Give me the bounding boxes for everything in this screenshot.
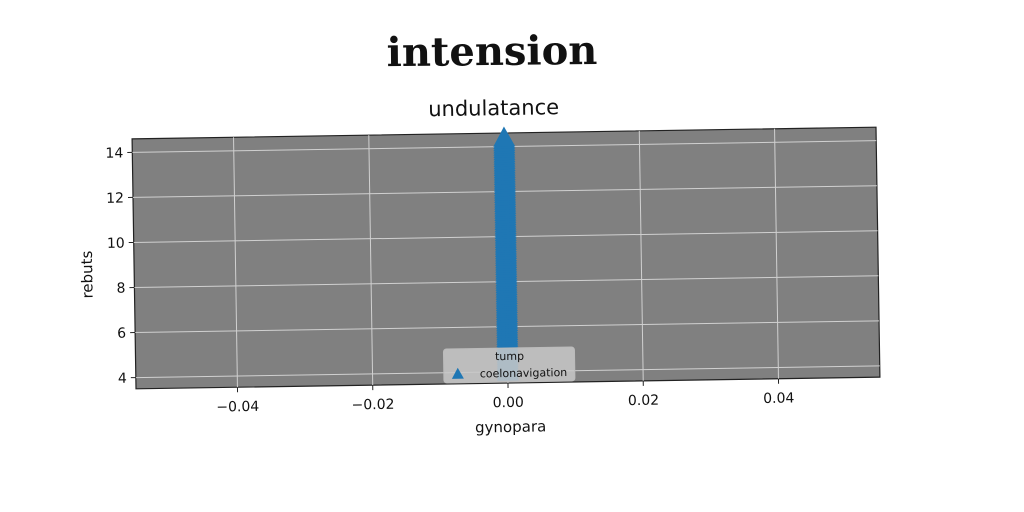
y-axis-ticks: 4 6 8 10 12 14 — [105, 146, 136, 387]
y-tick-label: 12 — [106, 191, 124, 207]
x-axis-label: gynopara — [475, 417, 546, 436]
legend-title: tump — [495, 350, 524, 363]
y-tick-label: 4 — [118, 371, 127, 387]
y-tick-label: 14 — [105, 146, 123, 162]
x-axis-ticks: −0.04 −0.02 0.00 0.02 0.04 — [216, 378, 795, 416]
legend-box — [442, 346, 576, 384]
legend: tump coelonavigation — [442, 346, 576, 384]
x-tick-label: 0.00 — [493, 395, 524, 411]
chart-title: undulatance — [428, 95, 559, 121]
y-tick-label: 8 — [116, 281, 125, 297]
y-axis-label: rebuts — [78, 250, 97, 298]
y-tick-label: 10 — [107, 236, 125, 252]
y-tick-label: 6 — [117, 326, 126, 342]
x-tick-label: 0.02 — [628, 393, 659, 409]
grid-line-x — [368, 135, 374, 386]
data-point — [493, 126, 516, 147]
grid-line-x — [774, 128, 779, 379]
grid-line-x — [638, 130, 644, 381]
legend-entry-coelonavigation: coelonavigation — [480, 366, 568, 380]
x-tick-label: 0.04 — [763, 390, 795, 406]
legend-marker-triangle-icon — [451, 367, 464, 379]
grid-line-x — [233, 137, 238, 388]
x-tick-label: −0.04 — [216, 399, 259, 416]
plot-area: −0.04 −0.02 0.00 0.02 0.04 4 6 8 10 12 14 undulat… — [78, 95, 881, 437]
x-tick-label: −0.02 — [351, 397, 394, 414]
